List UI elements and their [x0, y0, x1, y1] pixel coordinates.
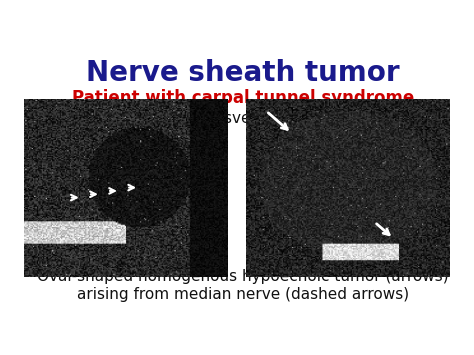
Text: Patient with carpal tunnel syndrome: Patient with carpal tunnel syndrome: [72, 89, 414, 107]
Text: Oval-shaped homogenous hypoechoic tumor (arrows)
arising from median nerve (dash: Oval-shaped homogenous hypoechoic tumor …: [37, 269, 449, 302]
Text: Longitudinal and transverse US of carpal tunnel: Longitudinal and transverse US of carpal…: [60, 111, 426, 126]
Text: Nerve sheath tumor: Nerve sheath tumor: [86, 59, 400, 87]
